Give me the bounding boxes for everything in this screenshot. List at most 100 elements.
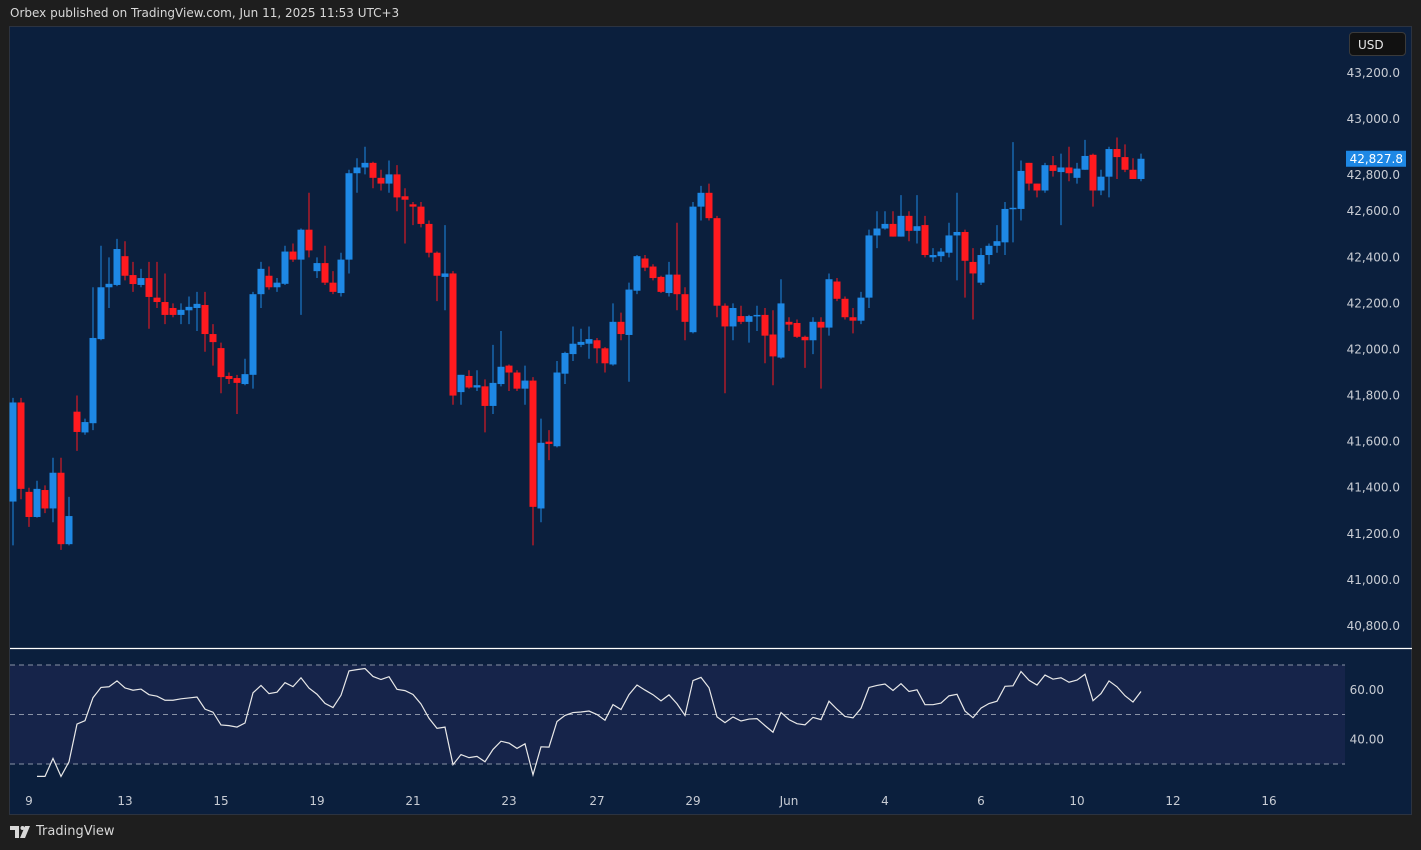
candle-down [505,365,513,373]
candle-down [1033,183,1041,191]
candle-up [1017,170,1025,209]
candle-down [761,314,769,336]
x-tick-label: 6 [977,794,985,808]
candle-down [841,298,849,318]
candle-up [881,223,889,229]
candle-down [393,174,401,198]
candle-down [1049,165,1057,171]
candle-up [81,422,89,433]
tradingview-logo[interactable]: TradingView [10,824,115,839]
candle-up [177,309,185,315]
tradingview-logo-text: TradingView [36,824,115,839]
candle-up [633,256,641,291]
candle-down [849,317,857,321]
candle-down [649,266,657,279]
candle-up [993,241,1001,246]
candle-up [1001,208,1009,243]
x-tick-label: 10 [1069,794,1084,808]
candle-up [137,278,145,285]
candle-up [1057,167,1065,173]
candle-down [1129,169,1137,179]
candle-down [265,275,273,288]
candle-down [737,316,745,322]
candle-up [977,255,985,283]
candle-down [1113,149,1121,158]
candle-down [233,378,241,383]
candle-up [1073,168,1081,178]
price-tick-label: 43,200.0 [1347,66,1400,80]
candle-down [329,282,337,292]
candle-up [865,235,873,298]
candle-down [465,375,473,388]
candle-up [753,314,761,317]
candle-down [673,274,681,295]
candle-up [729,308,737,327]
candle-down [969,261,977,274]
x-tick-label: 16 [1261,794,1276,808]
candle-up [857,297,865,321]
currency-button[interactable]: USD [1349,32,1406,56]
candle-down [305,229,313,251]
candle-down [401,196,409,200]
candle-down [961,231,969,261]
x-tick-label: Jun [779,794,799,808]
candle-down [793,322,801,337]
candle-down [641,258,649,268]
candle-up [497,366,505,385]
candle-down [217,348,225,378]
candle-down [73,411,81,432]
candle-down [129,275,137,285]
candle-down [369,162,377,178]
candle-up [873,228,881,236]
x-tick-label: 21 [405,794,420,808]
candle-up [241,374,249,385]
candle-up [1097,176,1105,191]
candle-up [985,245,993,256]
candle-up [361,162,369,168]
candle-down [169,308,177,315]
candle-down [225,375,233,379]
x-tick-label: 29 [685,794,700,808]
candle-down [657,276,665,292]
x-tick-label: 9 [25,794,33,808]
candle-up [937,251,945,257]
candle-up [281,251,289,284]
x-tick-label: 23 [501,794,516,808]
price-tick-label: 42,800.0 [1347,168,1400,182]
candle-down [409,204,417,207]
x-tick-label: 4 [881,794,889,808]
candle-up [105,283,113,288]
candle-up [33,488,41,517]
x-tick-label: 27 [589,794,604,808]
candle-up [185,306,193,311]
rsi-line [37,667,1142,778]
candle-up [929,255,937,258]
candle-down [201,305,209,335]
candle-down [905,215,913,231]
candle-down [41,490,49,509]
price-tick-label: 42,000.0 [1347,342,1400,356]
candle-up [665,274,673,294]
candle-down [289,251,297,260]
candle-down [833,281,841,299]
candle-down [705,192,713,219]
candle-up [193,303,201,309]
candle-down [1065,167,1073,174]
price-tick-label: 41,400.0 [1347,481,1400,495]
candle-down [617,321,625,335]
candle-up [809,321,817,341]
candle-up [89,337,97,424]
candle-up [353,167,361,174]
price-tick-label: 42,400.0 [1347,250,1400,264]
rsi-tick-label: 40.00 [1350,732,1384,746]
candle-up [385,174,393,184]
candle-up [113,249,121,285]
candle-down [145,278,153,297]
candle-down [121,256,129,276]
candle-up [257,268,265,295]
candle-up [1081,155,1089,170]
price-tick-label: 42,200.0 [1347,296,1400,310]
candle-up [441,273,449,277]
candle-down [1025,162,1033,184]
